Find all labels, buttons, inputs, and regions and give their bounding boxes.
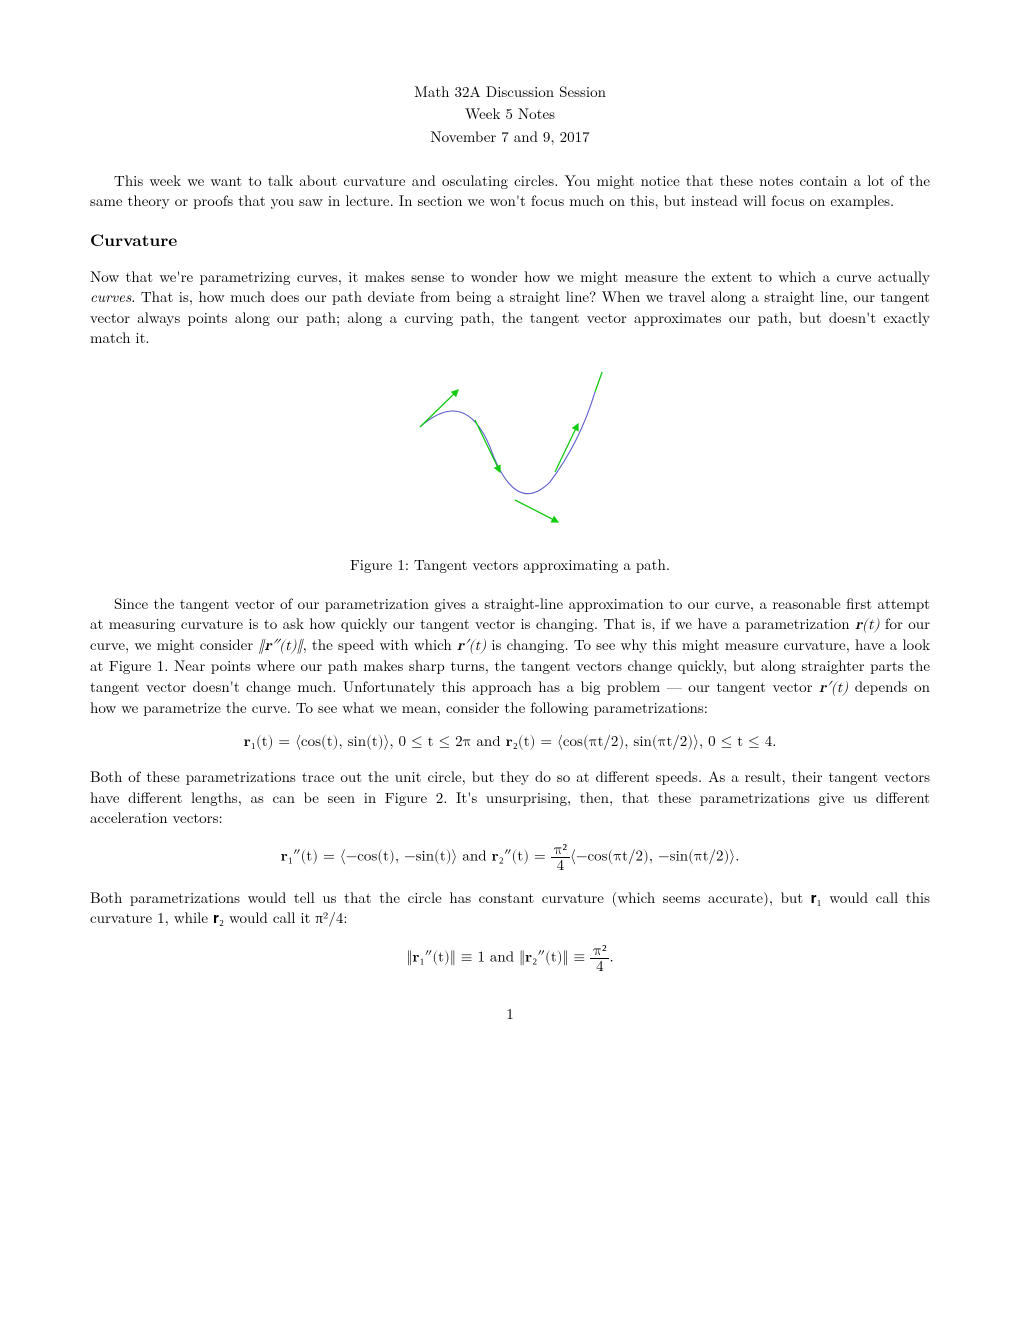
eq3-b: . [609, 949, 613, 964]
eq3-fraction: π²4 [590, 943, 609, 974]
para1-emph: curves [90, 286, 131, 307]
math-rp-1: 𝐫′(t) [457, 638, 486, 653]
eq2-fraction: π²4 [551, 842, 570, 873]
eq2-den: 4 [551, 858, 570, 873]
paragraph-1: Now that we're parametrizing curves, it … [90, 267, 930, 348]
math-rp-2: 𝐫′(t) [819, 680, 848, 695]
para2-c: , the speed with which [303, 634, 457, 655]
tangent-vector-2 [475, 420, 500, 472]
tangent-vector-3 [515, 500, 558, 522]
eq2-a: 𝐫₁″(t) = ⟨−cos(t), −sin(t)⟩ and 𝐫₂″(t) = [281, 849, 551, 864]
figure-1: Figure 1: Tangent vectors approximating … [90, 372, 930, 576]
equation-1: 𝐫₁(t) = ⟨cos(t), sin(t)⟩, 0 ≤ t ≤ 2π and… [90, 732, 930, 752]
eq3-a: ‖𝐫₁″(t)‖ ≡ 1 and ‖𝐫₂″(t)‖ ≡ [406, 949, 590, 964]
page-number: 1 [90, 1004, 930, 1024]
eq3-den: 4 [590, 959, 609, 974]
header-course: Math 32A Discussion Session [90, 82, 930, 102]
paragraph-2: Since the tangent vector of our parametr… [90, 594, 930, 719]
header-week: Week 5 Notes [90, 104, 930, 124]
para1-post: . That is, how much does our path deviat… [90, 286, 930, 348]
document-header: Math 32A Discussion Session Week 5 Notes… [90, 82, 930, 147]
eq2-num: π² [551, 842, 570, 858]
intro-paragraph: This week we want to talk about curvatur… [90, 171, 930, 212]
math-rt: 𝐫(t) [855, 617, 880, 632]
figure-1-caption: Figure 1: Tangent vectors approximating … [90, 555, 930, 575]
paragraph-3: Both of these parametrizations trace out… [90, 767, 930, 828]
para2-a: Since the tangent vector of our parametr… [90, 593, 930, 634]
equation-3: ‖𝐫₁″(t)‖ ≡ 1 and ‖𝐫₂″(t)‖ ≡ π²4. [90, 943, 930, 974]
para1-pre: Now that we're parametrizing curves, it … [90, 266, 930, 287]
math-rpp: ‖𝐫″(t)‖ [258, 638, 302, 653]
equation-2: 𝐫₁″(t) = ⟨−cos(t), −sin(t)⟩ and 𝐫₂″(t) =… [90, 842, 930, 873]
tangent-vector-4 [555, 424, 578, 472]
tangent-vector-1 [420, 390, 458, 427]
eq3-num: π² [590, 943, 609, 959]
section-heading-curvature: Curvature [90, 229, 930, 252]
figure-1-svg [380, 372, 640, 532]
paragraph-4: Both parametrizations would tell us that… [90, 888, 930, 929]
header-date: November 7 and 9, 2017 [90, 127, 930, 147]
eq2-b: ⟨−cos(πt/2), −sin(πt/2)⟩. [570, 849, 739, 864]
tangent-vector-5 [595, 372, 605, 392]
